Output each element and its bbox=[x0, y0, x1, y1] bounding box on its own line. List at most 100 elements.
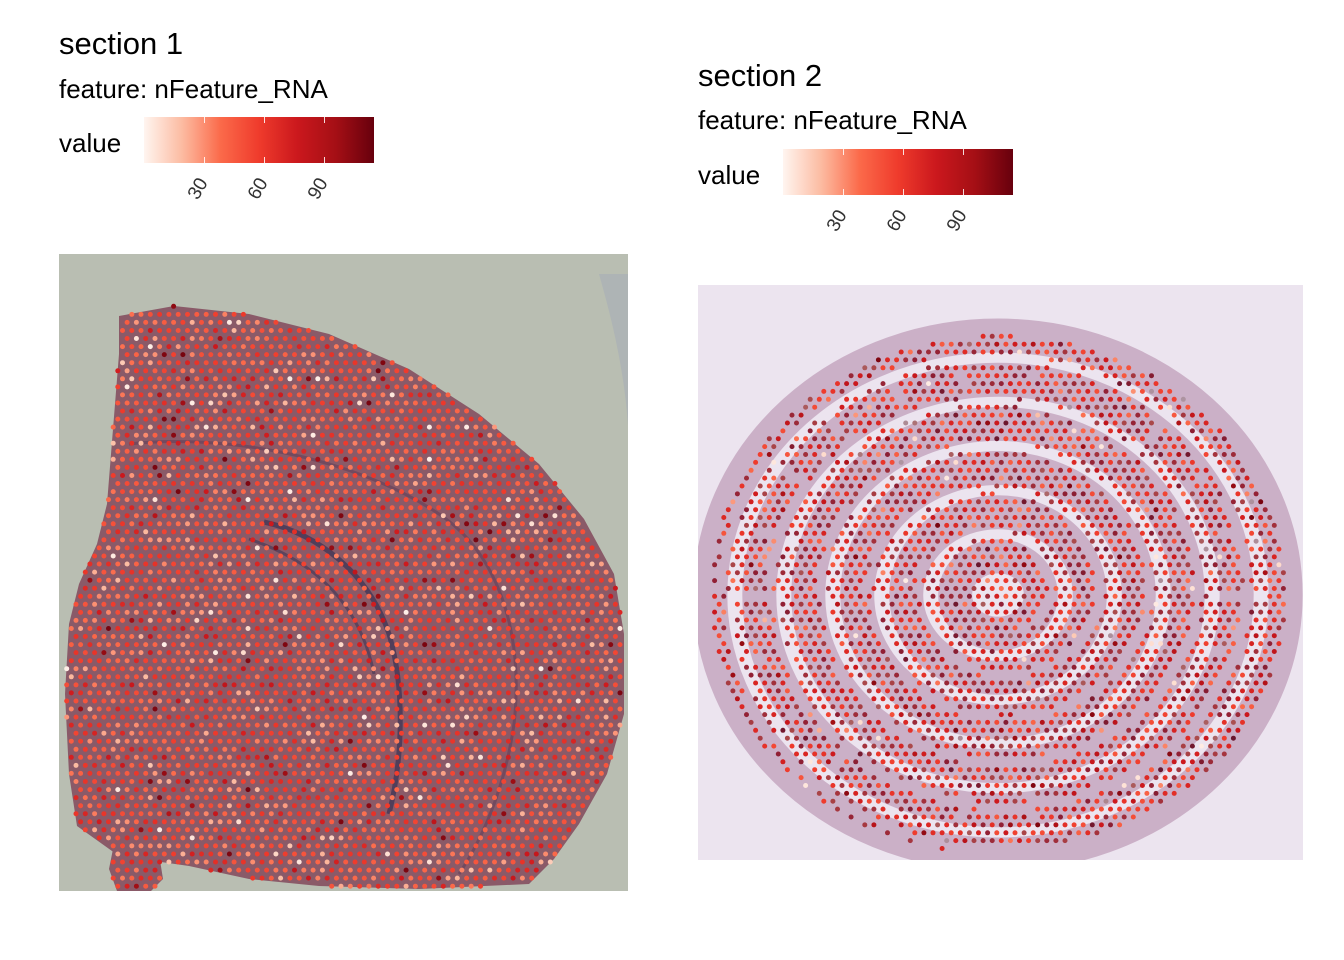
tissue-spot bbox=[208, 432, 214, 438]
colorbar-tick-label: 90 bbox=[303, 174, 333, 204]
tissue-spot bbox=[324, 505, 330, 511]
tissue-spot bbox=[426, 392, 432, 398]
tissue-spot bbox=[333, 376, 339, 382]
tissue-spot bbox=[580, 754, 586, 760]
tissue-spot bbox=[825, 444, 831, 450]
tissue-spot bbox=[575, 811, 581, 817]
tissue-spot bbox=[208, 658, 214, 664]
tissue-spot bbox=[566, 779, 572, 784]
tissue-spot bbox=[208, 819, 214, 825]
tissue-spot bbox=[222, 746, 228, 752]
tissue-spot bbox=[898, 507, 904, 513]
tissue-spot bbox=[880, 554, 886, 560]
tissue-spot bbox=[1194, 420, 1200, 426]
tissue-spot bbox=[426, 827, 432, 833]
tissue-spot bbox=[912, 578, 918, 584]
tissue-spot bbox=[175, 328, 181, 333]
tissue-spot bbox=[1012, 467, 1018, 473]
tissue-spot bbox=[1258, 562, 1264, 568]
tissue-spot bbox=[505, 770, 511, 776]
tissue-spot bbox=[1199, 507, 1204, 513]
tissue-spot bbox=[110, 634, 116, 639]
tissue-spot bbox=[857, 404, 863, 410]
tissue-spot bbox=[417, 424, 423, 430]
tissue-spot bbox=[343, 392, 349, 398]
tissue-spot bbox=[385, 770, 390, 776]
tissue-spot bbox=[189, 626, 195, 631]
tissue-spot bbox=[1080, 412, 1086, 418]
tissue-spot bbox=[426, 456, 432, 462]
tissue-spot bbox=[473, 682, 479, 688]
tissue-spot bbox=[306, 682, 311, 688]
tissue-spot bbox=[185, 311, 190, 317]
tissue-spot bbox=[194, 408, 200, 414]
tissue-spot bbox=[306, 328, 311, 333]
tissue-spot bbox=[296, 795, 302, 801]
tissue-spot bbox=[394, 545, 400, 551]
tissue-spot bbox=[496, 545, 502, 551]
tissue-spot bbox=[830, 467, 836, 473]
section-2-panel: section 2 feature: nFeature_RNA value 30… bbox=[672, 0, 1344, 960]
tissue-spot bbox=[803, 404, 809, 410]
tissue-spot bbox=[436, 505, 442, 511]
tissue-spot bbox=[575, 537, 581, 543]
tissue-spot bbox=[343, 875, 349, 881]
tissue-spot bbox=[436, 440, 442, 446]
tissue-spot bbox=[1067, 483, 1073, 489]
tissue-spot bbox=[273, 722, 279, 728]
tissue-spot bbox=[926, 538, 931, 544]
tissue-spot bbox=[143, 626, 149, 631]
tissue-spot bbox=[147, 344, 153, 350]
tissue-spot bbox=[259, 553, 265, 559]
tissue-spot bbox=[166, 617, 172, 623]
tissue-spot bbox=[853, 522, 859, 528]
tissue-spot bbox=[324, 473, 330, 478]
tissue-spot bbox=[157, 650, 163, 656]
tissue-spot bbox=[1208, 428, 1214, 434]
tissue-spot bbox=[885, 436, 890, 442]
tissue-spot bbox=[268, 746, 274, 752]
tissue-spot bbox=[171, 787, 177, 793]
tissue-spot bbox=[816, 428, 822, 434]
tissue-spot bbox=[143, 819, 149, 825]
tissue-spot bbox=[245, 674, 251, 680]
tissue-spot bbox=[82, 617, 88, 623]
tissue-spot bbox=[839, 593, 845, 599]
tissue-spot bbox=[994, 341, 1000, 347]
tissue-spot bbox=[487, 738, 493, 744]
tissue-spot bbox=[231, 634, 237, 639]
tissue-spot bbox=[213, 553, 218, 559]
tissue-spot bbox=[403, 529, 409, 535]
tissue-spot bbox=[385, 384, 390, 390]
tissue-spot bbox=[538, 859, 544, 865]
tissue-spot bbox=[930, 515, 936, 520]
tissue-spot bbox=[557, 811, 563, 817]
tissue-spot bbox=[426, 601, 432, 607]
tissue-spot bbox=[120, 408, 125, 414]
tissue-spot bbox=[519, 634, 525, 639]
tissue-spot bbox=[501, 875, 507, 881]
tissue-spot bbox=[161, 690, 167, 696]
tissue-spot bbox=[385, 416, 390, 422]
tissue-spot bbox=[450, 658, 456, 664]
tissue-spot bbox=[147, 779, 153, 784]
tissue-spot bbox=[1203, 452, 1209, 457]
tissue-spot bbox=[87, 770, 93, 776]
tissue-spot bbox=[547, 553, 553, 559]
tissue-spot bbox=[1021, 499, 1027, 505]
tissue-spot bbox=[301, 464, 307, 470]
tissue-spot bbox=[1130, 436, 1136, 442]
tissue-spot bbox=[157, 634, 163, 639]
tissue-spot bbox=[994, 515, 1000, 520]
tissue-spot bbox=[848, 515, 854, 520]
tissue-spot bbox=[268, 424, 274, 430]
tissue-spot bbox=[510, 440, 516, 446]
tissue-spot bbox=[907, 444, 913, 450]
tissue-spot bbox=[403, 674, 409, 680]
tissue-spot bbox=[957, 562, 963, 568]
tissue-spot bbox=[821, 436, 827, 442]
tissue-spot bbox=[1058, 436, 1063, 442]
tissue-spot bbox=[903, 388, 909, 394]
tissue-spot bbox=[775, 499, 781, 505]
tissue-spot bbox=[315, 408, 321, 414]
